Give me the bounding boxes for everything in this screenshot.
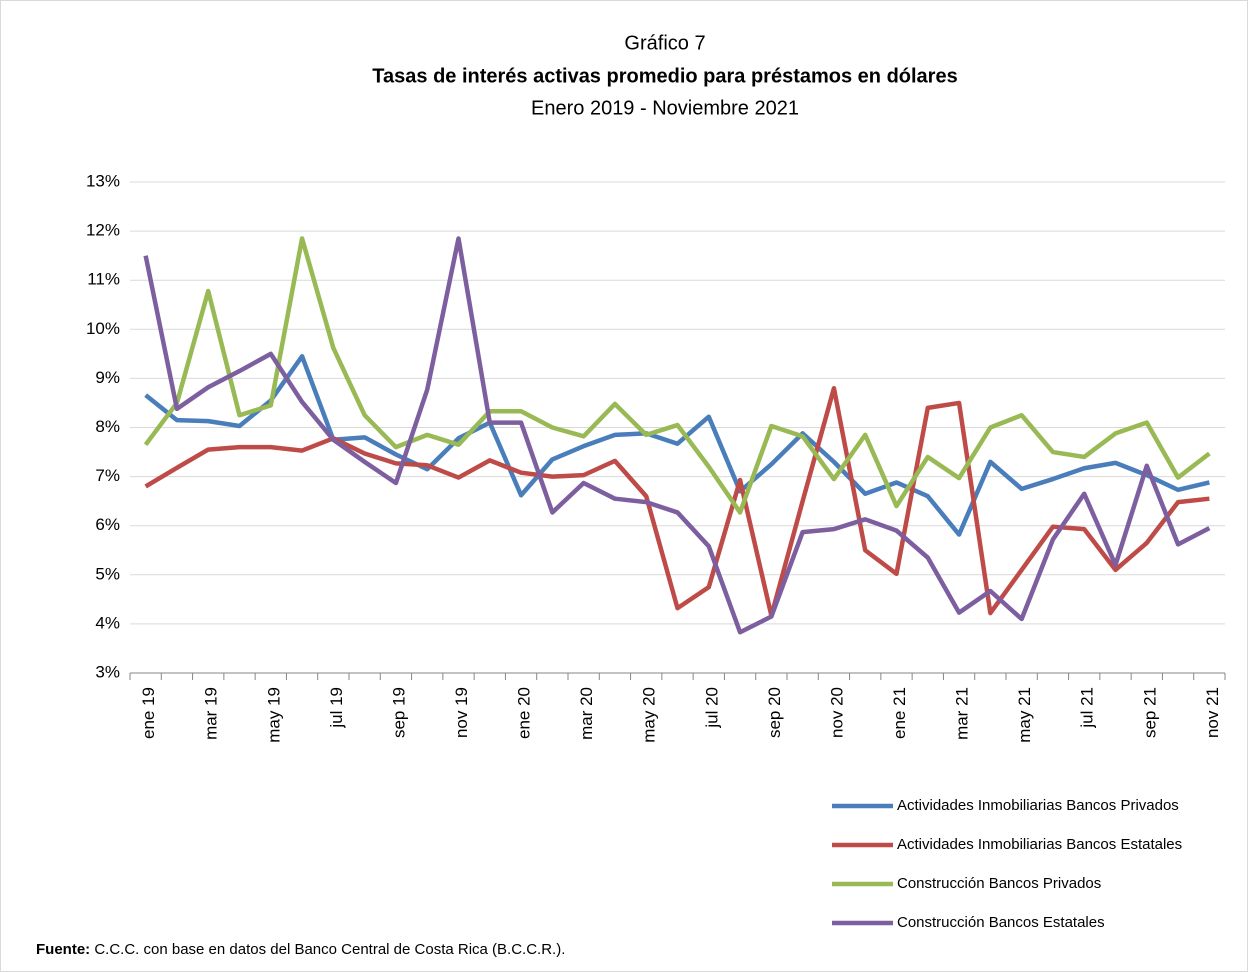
y-tick-label: 10%: [86, 319, 120, 338]
y-tick-label: 3%: [95, 662, 120, 681]
x-tick-label: nov 20: [827, 687, 846, 738]
source: Fuente: C.C.C. con base en datos del Ban…: [36, 941, 565, 958]
x-tick-label: ene 21: [890, 687, 909, 739]
source-text: C.C.C. con base en datos del Banco Centr…: [94, 941, 565, 958]
x-tick-label: mar 19: [202, 687, 221, 740]
legend-label: Actividades Inmobiliarias Bancos Estatal…: [897, 836, 1182, 853]
y-tick-label: 12%: [86, 221, 120, 240]
series-line: [143, 236, 1211, 635]
y-tick-label: 11%: [87, 270, 120, 289]
x-tick-label: jul 19: [327, 687, 346, 729]
x-tick-label: may 20: [640, 687, 659, 743]
x-tick-label: ene 20: [515, 687, 534, 739]
x-tick-label: may 19: [264, 687, 283, 743]
x-tick-label: nov 21: [1203, 687, 1222, 738]
x-tick-label: sep 19: [389, 687, 408, 738]
x-tick-label: sep 21: [1140, 687, 1159, 738]
chart-subtitle: Tasas de interés activas promedio para p…: [372, 65, 957, 87]
series-line: [144, 354, 1210, 537]
y-tick-label: 9%: [95, 368, 120, 387]
x-tick-label: jul 21: [1078, 687, 1097, 729]
legend-label: Actividades Inmobiliarias Bancos Privado…: [897, 797, 1179, 814]
y-tick-label: 7%: [95, 466, 120, 485]
x-tick-label: mar 21: [953, 687, 972, 740]
legend-label: Construcción Bancos Estatales: [897, 914, 1105, 931]
chart-period: Enero 2019 - Noviembre 2021: [531, 97, 799, 119]
x-tick-label: nov 19: [452, 687, 471, 738]
x-tick-label: sep 20: [765, 687, 784, 738]
y-tick-label: 13%: [86, 171, 120, 190]
y-tick-label: 8%: [95, 417, 120, 436]
y-tick-label: 4%: [95, 613, 120, 632]
series-line: [143, 236, 1211, 515]
series-line: [144, 385, 1210, 618]
x-tick-label: jul 20: [702, 687, 721, 729]
legend-label: Construcción Bancos Privados: [897, 875, 1101, 892]
y-tick-label: 5%: [95, 564, 120, 583]
x-tick-label: mar 20: [577, 687, 596, 740]
x-tick-label: may 21: [1015, 687, 1034, 743]
chart-title: Gráfico 7: [624, 32, 705, 54]
x-tick-label: ene 19: [139, 687, 158, 739]
y-tick-label: 6%: [95, 515, 120, 534]
source-label: Fuente:: [36, 941, 90, 958]
